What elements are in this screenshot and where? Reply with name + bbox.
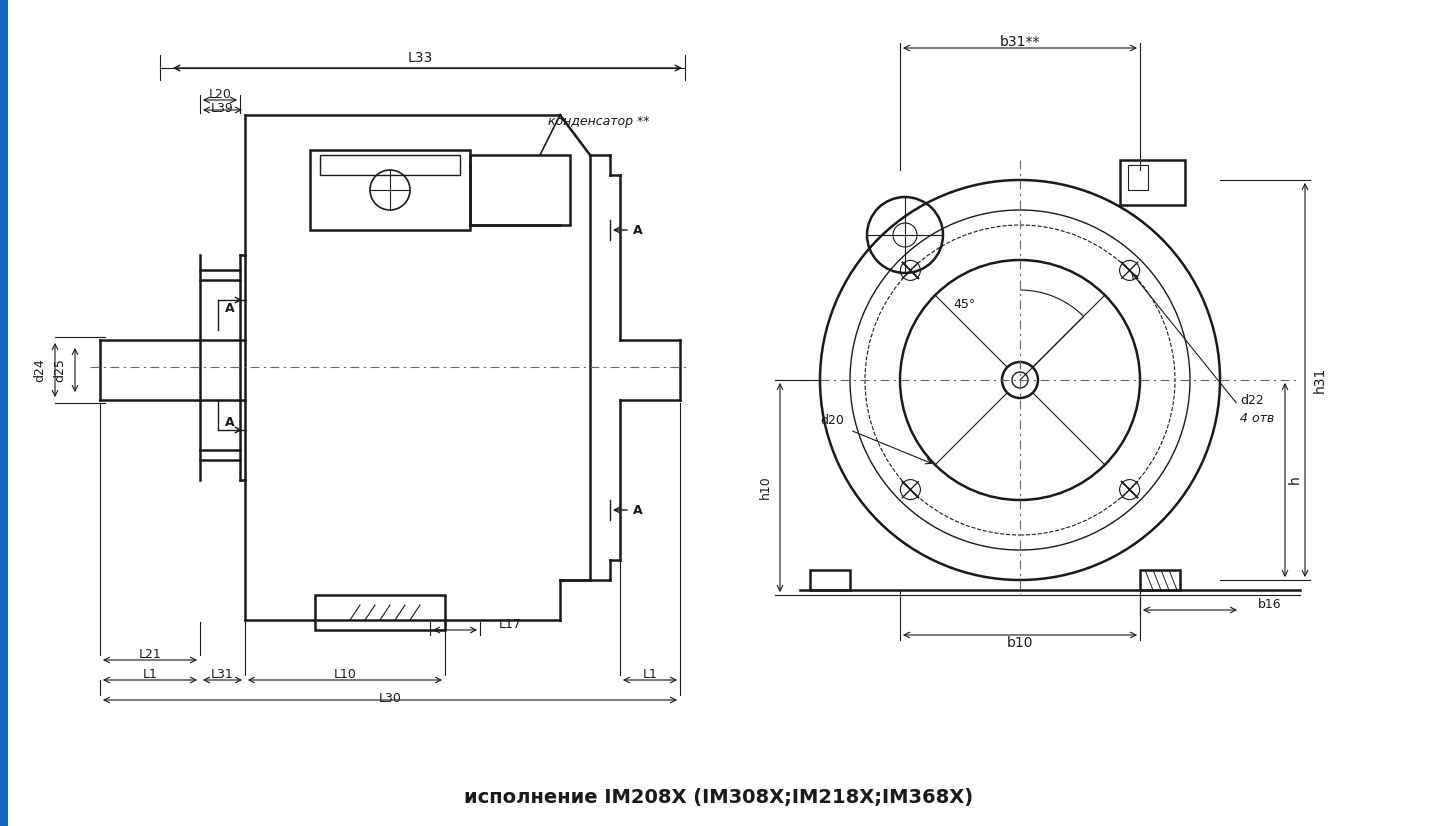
Bar: [0, 0, 9, 826]
Text: h: h: [1288, 476, 1301, 484]
Bar: [470, 155, 569, 225]
Text: A: A: [226, 301, 234, 315]
Text: h31: h31: [1313, 367, 1327, 393]
Bar: [311, 150, 470, 230]
Bar: [1140, 570, 1181, 590]
Text: L30: L30: [378, 691, 401, 705]
Text: L17: L17: [499, 619, 522, 632]
Text: b16: b16: [1258, 599, 1281, 611]
Bar: [810, 570, 850, 590]
Text: d22: d22: [1240, 393, 1264, 406]
Bar: [315, 595, 444, 630]
Text: A: A: [633, 504, 643, 516]
Text: L10: L10: [334, 668, 357, 681]
Bar: [1120, 160, 1185, 205]
Text: b31**: b31**: [999, 35, 1040, 49]
Bar: [1127, 165, 1148, 190]
Text: L31: L31: [210, 668, 233, 681]
Text: 4 отв: 4 отв: [1240, 411, 1274, 425]
Text: L1: L1: [643, 668, 657, 681]
Text: L1: L1: [142, 668, 157, 681]
Text: d24: d24: [33, 358, 46, 382]
Text: исполнение IM208X (IM308X;IM218X;IM368X): исполнение IM208X (IM308X;IM218X;IM368X): [464, 789, 974, 808]
Text: 45°: 45°: [953, 298, 976, 311]
Text: конденсатор **: конденсатор **: [548, 116, 650, 129]
Text: L33: L33: [407, 51, 433, 65]
Text: b10: b10: [1007, 636, 1034, 650]
Text: L20: L20: [209, 88, 232, 102]
Text: d20: d20: [820, 414, 844, 426]
Text: L21: L21: [138, 648, 161, 662]
Text: d25: d25: [53, 358, 66, 382]
Bar: [321, 155, 460, 175]
Text: L39: L39: [210, 102, 233, 115]
Text: A: A: [633, 224, 643, 236]
Text: A: A: [226, 415, 234, 429]
Text: h10: h10: [758, 475, 772, 499]
